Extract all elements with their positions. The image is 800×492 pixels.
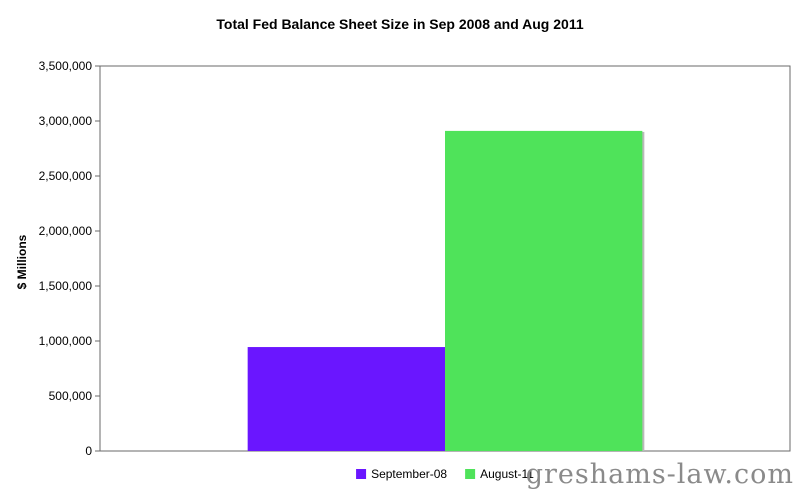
y-tick-label: 2,000,000 (39, 224, 93, 238)
y-tick-label: 1,000,000 (39, 334, 93, 348)
y-tick-label: 3,500,000 (39, 59, 93, 73)
legend: September-08 August-11 (356, 467, 534, 481)
bar-september-08 (247, 347, 445, 451)
y-axis-ticks: 0 500,000 1,000,000 1,500,000 2,000,000 2,500… (39, 59, 100, 458)
watermark: greshams-law.com (526, 459, 794, 490)
y-tick-label: 0 (85, 444, 92, 458)
bars (247, 130, 645, 451)
y-tick-label: 1,500,000 (39, 279, 93, 293)
legend-swatch (356, 469, 367, 479)
y-tick-label: 500,000 (49, 389, 93, 403)
chart-title: Total Fed Balance Sheet Size in Sep 2008… (216, 16, 583, 32)
legend-label: August-11 (480, 467, 534, 481)
legend-swatch (465, 469, 476, 479)
legend-label: September-08 (371, 467, 447, 481)
y-tick-label: 2,500,000 (39, 169, 93, 183)
y-tick-label: 3,000,000 (39, 114, 93, 128)
bar-august-11 (445, 130, 643, 451)
y-axis-label: $ Millions (15, 234, 29, 289)
